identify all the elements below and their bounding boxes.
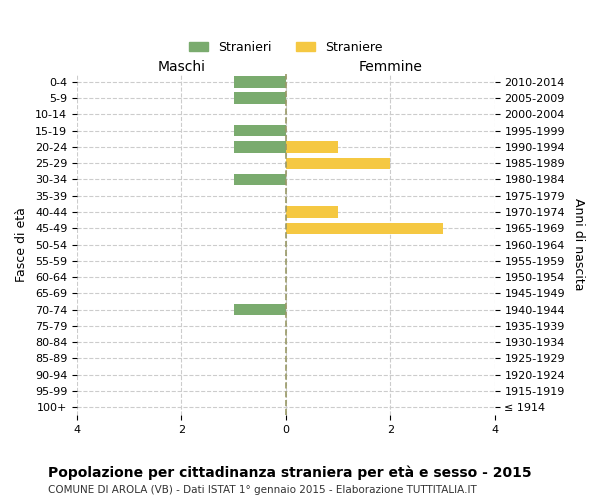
Text: Maschi: Maschi [157,60,205,74]
Text: Popolazione per cittadinanza straniera per età e sesso - 2015: Popolazione per cittadinanza straniera p… [48,465,532,479]
Bar [233,125,286,136]
Y-axis label: Fasce di età: Fasce di età [15,207,28,282]
Text: COMUNE DI AROLA (VB) - Dati ISTAT 1° gennaio 2015 - Elaborazione TUTTITALIA.IT: COMUNE DI AROLA (VB) - Dati ISTAT 1° gen… [48,485,477,495]
Text: Femmine: Femmine [358,60,422,74]
Bar [233,76,286,88]
Bar [233,142,286,152]
Y-axis label: Anni di nascita: Anni di nascita [572,198,585,291]
Bar [233,304,286,316]
Legend: Stranieri, Straniere: Stranieri, Straniere [184,36,388,59]
Bar [286,158,390,169]
Bar [233,92,286,104]
Bar [286,222,443,234]
Bar [286,206,338,218]
Bar [286,142,338,152]
Bar [233,174,286,185]
